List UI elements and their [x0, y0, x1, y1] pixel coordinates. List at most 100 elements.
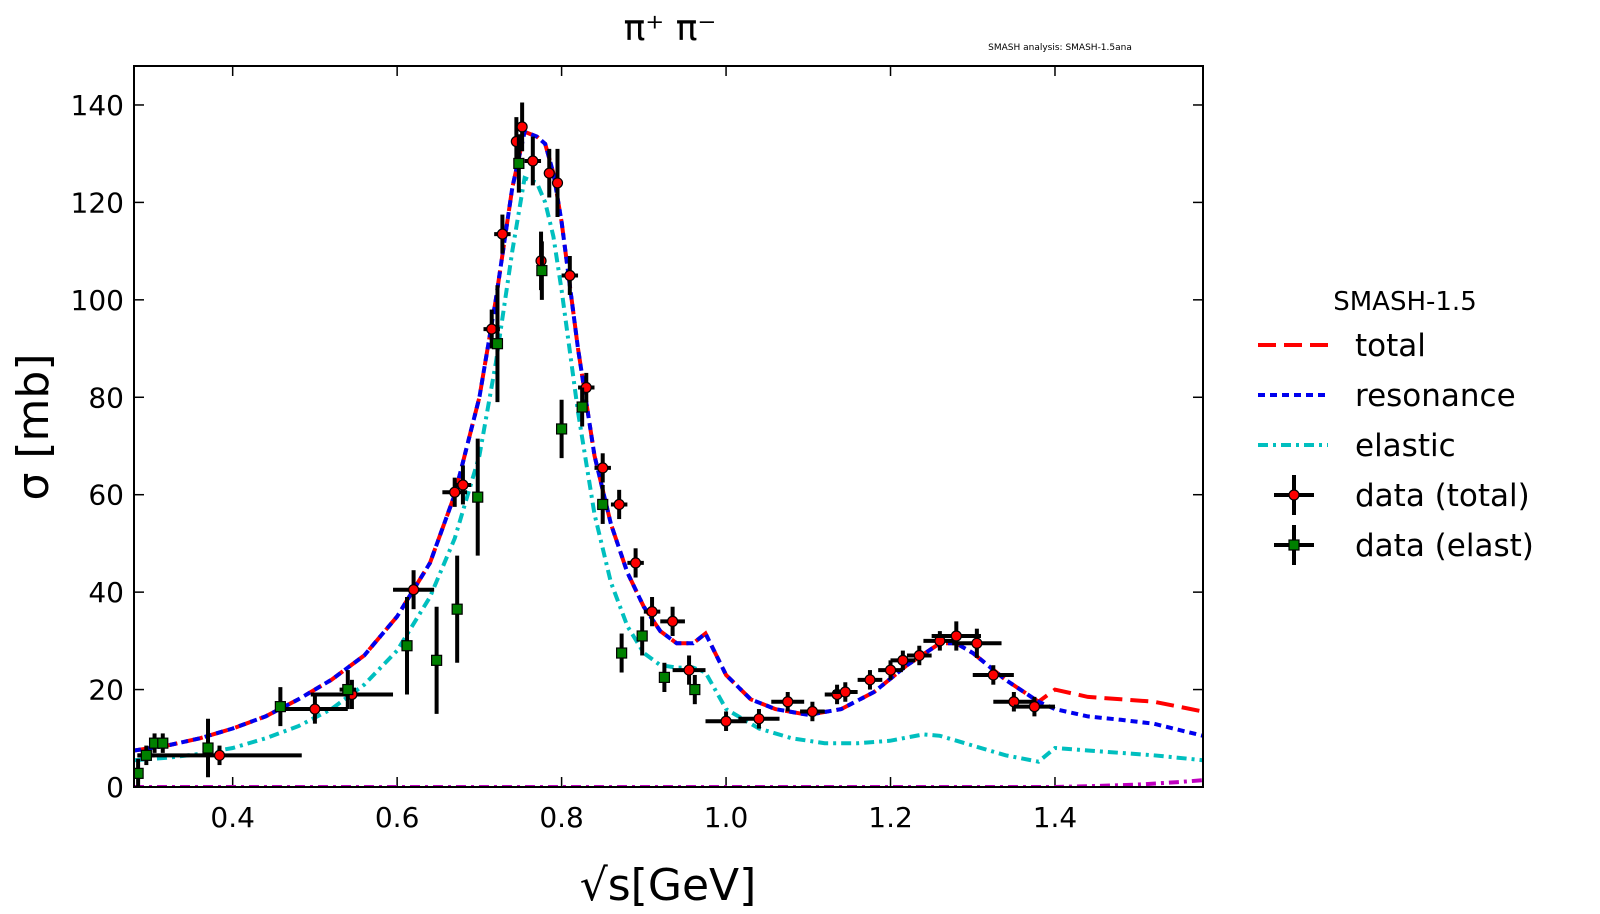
- circle-marker: [630, 557, 642, 569]
- y-axis-label: σ [mb]: [8, 354, 59, 501]
- circle-marker: [667, 615, 679, 627]
- circle-marker: [913, 649, 925, 662]
- legend-label: resonance: [1355, 378, 1516, 414]
- data-elast-point: [339, 670, 357, 710]
- circle-marker: [516, 121, 528, 133]
- chart-title: π⁺ π⁻: [624, 8, 717, 49]
- data-elast-point: [689, 674, 701, 705]
- square-marker: [401, 640, 413, 652]
- legend-swatch-marker: [1288, 539, 1300, 551]
- circle-marker: [950, 630, 962, 642]
- y-tick-label: 60: [88, 479, 124, 512]
- circle-marker: [782, 696, 794, 708]
- x-tick-label: 0.4: [210, 801, 255, 834]
- legend-label: data (total): [1355, 478, 1530, 514]
- data-total-point: [878, 660, 903, 680]
- data-elast-point: [274, 687, 286, 727]
- circle-marker: [496, 228, 508, 240]
- data-elast-point: [202, 718, 214, 778]
- square-marker: [472, 491, 484, 503]
- data-total-point: [906, 645, 932, 666]
- square-marker: [636, 630, 648, 642]
- circle-marker: [864, 674, 876, 686]
- square-marker: [202, 742, 214, 754]
- x-tick-label: 1.2: [868, 801, 913, 834]
- y-tick-label: 120: [71, 186, 124, 219]
- data-elast-point: [157, 733, 169, 753]
- data-elast-point: [472, 438, 484, 556]
- x-axis-label: √s[GeV]: [580, 860, 757, 911]
- data-total-point: [832, 682, 858, 702]
- circle-marker: [987, 669, 999, 681]
- circle-marker: [527, 155, 539, 167]
- data-elast-point: [134, 758, 144, 787]
- square-marker: [342, 683, 354, 696]
- data-total-point: [137, 745, 302, 766]
- square-marker: [491, 338, 504, 350]
- circle-marker: [971, 637, 983, 649]
- data-total-point: [738, 709, 780, 729]
- circle-marker: [806, 705, 819, 718]
- square-marker: [689, 683, 701, 696]
- curve-total: [134, 129, 1203, 753]
- x-tick-label: 1.4: [1033, 801, 1078, 834]
- x-tick-label: 0.8: [539, 801, 584, 834]
- square-marker: [658, 671, 670, 683]
- plot-frame: [133, 65, 1204, 788]
- circle-marker: [449, 486, 461, 498]
- data-elast-point: [401, 597, 413, 695]
- data-total-point: [494, 214, 511, 254]
- square-marker: [616, 647, 628, 659]
- circle-marker: [551, 177, 564, 189]
- data-total-point: [672, 655, 706, 685]
- square-marker: [597, 498, 609, 511]
- y-tick-label: 0: [106, 771, 124, 804]
- square-marker: [536, 265, 548, 277]
- legend-label: data (elast): [1355, 528, 1534, 564]
- square-marker: [140, 749, 152, 761]
- circle-marker: [213, 749, 226, 761]
- legend-swatch-marker: [1288, 489, 1300, 501]
- curve-other: [134, 778, 1203, 787]
- data-elast-point: [616, 633, 628, 673]
- circle-marker: [407, 584, 420, 596]
- data-elast-point: [513, 134, 525, 193]
- y-tick-label: 40: [88, 576, 124, 609]
- circle-marker: [884, 664, 897, 676]
- data-total-point: [705, 711, 747, 731]
- data-total-point: [972, 665, 1014, 685]
- y-tick-label: 100: [71, 284, 124, 317]
- square-marker: [157, 737, 169, 749]
- data-elast-point: [431, 606, 443, 714]
- data-total-point: [393, 570, 435, 610]
- data-elast-point: [491, 285, 504, 403]
- data-total-point: [771, 692, 805, 712]
- data-total-point: [952, 628, 1002, 658]
- data-elast-point: [597, 484, 609, 524]
- y-tick-label: 20: [88, 674, 124, 707]
- data-total-point: [594, 453, 611, 483]
- x-tick-label: 0.6: [375, 801, 420, 834]
- data-elast-point: [636, 616, 648, 656]
- data-elast-point: [536, 241, 548, 300]
- data-total-point: [857, 670, 883, 690]
- square-marker: [274, 701, 286, 713]
- curve-elastic: [134, 175, 1203, 764]
- data-elast-point: [138, 745, 155, 766]
- y-tick-label: 80: [88, 381, 124, 414]
- x-tick-label: 1.0: [704, 801, 749, 834]
- data-total-point: [890, 650, 916, 671]
- circle-marker: [720, 715, 732, 727]
- circle-marker: [309, 703, 321, 715]
- legend: SMASH-1.5 total resonance elastic data (tota…: [1258, 287, 1534, 565]
- data-elast-point: [658, 662, 670, 693]
- square-marker: [431, 654, 443, 666]
- data-total-point: [524, 136, 542, 186]
- curve-resonance: [134, 129, 1203, 753]
- data-elast-point: [576, 387, 588, 427]
- legend-title: SMASH-1.5: [1333, 287, 1477, 317]
- data-total-point: [516, 102, 528, 152]
- circle-marker: [457, 479, 469, 491]
- data-total-point: [800, 701, 825, 722]
